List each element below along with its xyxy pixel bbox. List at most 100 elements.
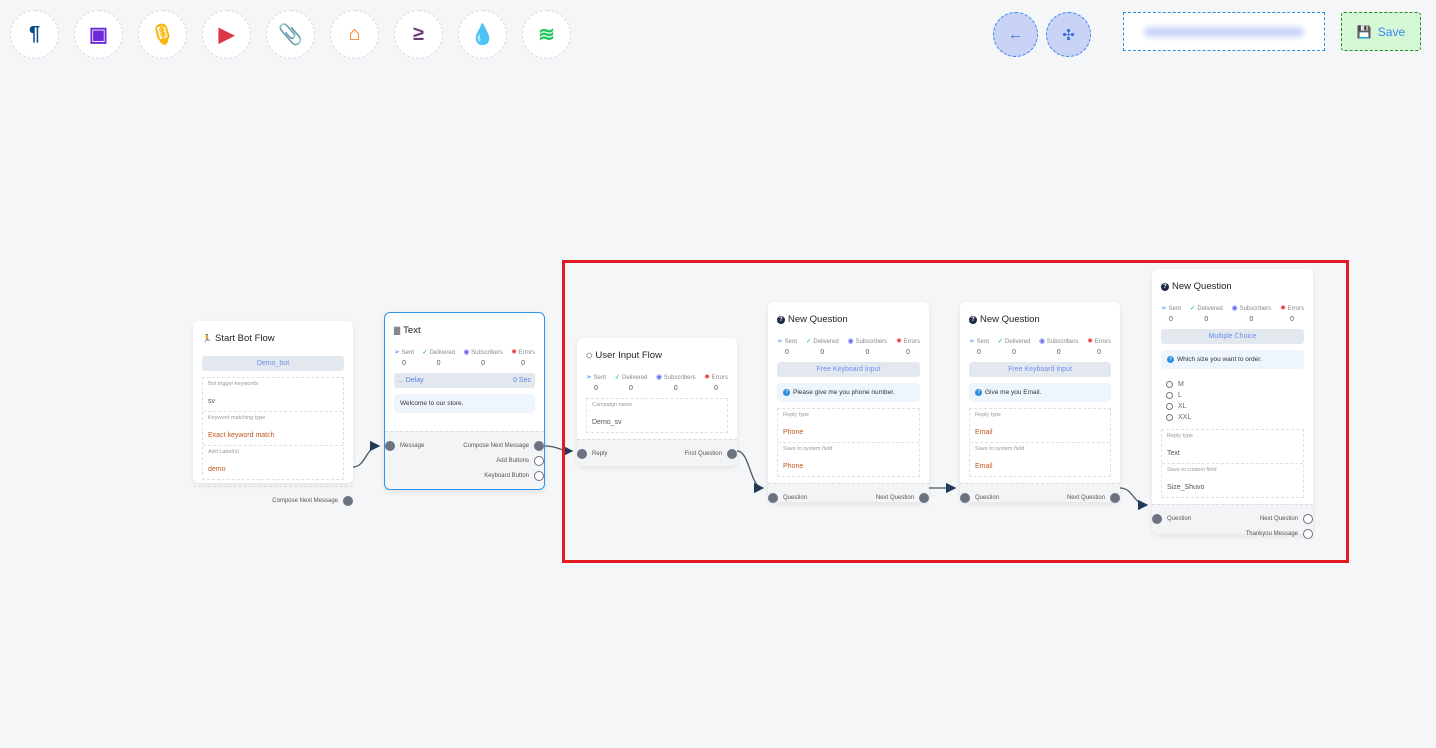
reply-type-pill[interactable]: Demo_bot (202, 356, 344, 371)
user-circle-icon: ◉ (847, 338, 854, 345)
node-text[interactable]: ▇ Text ➢ Sent 0 ✓ Delivered 0 ◉ Subscribers 0 ✹ … (384, 312, 545, 490)
input-port[interactable]: Question (763, 493, 807, 503)
node-user-input[interactable]: ⛭ User Input Flow ➢ Sent 0 ✓ Delivered 0 ◉ Sub… (577, 338, 737, 466)
output-port[interactable]: Add Buttons (496, 456, 549, 466)
fields-box: Reply type Text Save to custom field Size_S… (1161, 429, 1304, 498)
toolbar-youtube-button[interactable]: ▶ (202, 10, 251, 59)
output-port[interactable]: Next Question (876, 493, 934, 503)
stat-sent: ➢ Sent 0 (586, 374, 606, 392)
flow-name-input[interactable] (1123, 12, 1325, 51)
delay-bar[interactable]: ... Delay 0 Sec (394, 373, 535, 388)
send-icon: ➢ (394, 349, 400, 356)
question-icon: ? (1167, 356, 1174, 363)
input-port[interactable]: Message (380, 441, 424, 451)
drop-icon: 💧 (470, 24, 495, 46)
question-icon: ? (783, 389, 790, 396)
port-dot[interactable] (385, 441, 395, 451)
field: Keyword matching type Exact keyword match (203, 412, 343, 446)
port-dot[interactable] (1110, 493, 1120, 503)
store-icon: ⌂ (348, 23, 361, 45)
option-item[interactable]: L (1166, 390, 1299, 401)
connection-line (736, 450, 765, 494)
stat-errors: ✹ Errors 0 (896, 338, 920, 356)
connection-line (1119, 487, 1149, 511)
port-dot[interactable] (534, 441, 544, 451)
toolbar-drop-button[interactable]: 💧 (458, 10, 507, 59)
output-port[interactable]: Compose Next Message (272, 496, 358, 506)
stat-delivered: ✓ Delivered 0 (1189, 305, 1223, 323)
send-icon: ➢ (586, 374, 592, 381)
youtube-icon: ▶ (218, 24, 235, 46)
input-port[interactable]: Question (1147, 514, 1191, 524)
port-dot[interactable] (534, 456, 544, 466)
output-port[interactable]: First Question (685, 449, 742, 459)
stats-row: ➢ Sent 0 ✓ Delivered 0 ◉ Subscribers 0 ✹ Error… (394, 348, 535, 367)
port-dot[interactable] (960, 493, 970, 503)
node-q3[interactable]: ? New Question ➢ Sent 0 ✓ Delivered 0 ◉ Subscr… (1152, 269, 1313, 539)
port-dot[interactable] (919, 493, 929, 503)
output-port[interactable]: Compose Next Message (463, 441, 549, 451)
stat-errors: ✹ Errors 0 (1280, 305, 1304, 323)
output-port[interactable]: Next Question (1260, 514, 1318, 524)
output-port[interactable]: Next Question (1067, 493, 1125, 503)
stat-subscribers: ◉ Subscribers 0 (1039, 338, 1079, 356)
stack-icon: ≋ (538, 24, 555, 46)
node-footer: Reply First Question (577, 439, 737, 466)
radio-icon (1166, 403, 1173, 410)
stat-delivered: ✓ Delivered 0 (614, 374, 648, 392)
node-q1[interactable]: ? New Question ➢ Sent 0 ✓ Delivered 0 ◉ Subscr… (768, 302, 929, 503)
toolbar-microphone-button[interactable]: 🎙 (138, 10, 187, 59)
reply-type-pill[interactable]: Free Keyboard Input (969, 362, 1111, 377)
option-item[interactable]: XXL (1166, 412, 1299, 423)
save-button[interactable]: 💾 Save (1341, 12, 1421, 51)
port-dot[interactable] (1303, 514, 1313, 524)
port-dot[interactable] (1303, 529, 1313, 539)
stat-subscribers: ◉ Subscribers 0 (847, 338, 888, 356)
node-footer: Question Next Question (768, 483, 929, 503)
fit-view-button[interactable]: ✣ (1046, 12, 1091, 57)
port-dot[interactable] (534, 471, 544, 481)
toolbar-image-button[interactable]: ▣ (74, 10, 123, 59)
field: Reply type Email (970, 409, 1110, 443)
greater-equal-icon: ≥ (413, 23, 424, 45)
output-port[interactable]: Thankyou Message (1246, 529, 1318, 539)
toolbar-text-button[interactable]: ¶ (10, 10, 59, 59)
input-port[interactable]: Reply (572, 449, 607, 459)
stat-sent: ➢ Sent 0 (777, 338, 797, 356)
bug-icon: ✹ (896, 338, 902, 345)
output-port[interactable]: Keyboard Button (484, 471, 549, 481)
port-dot[interactable] (577, 449, 587, 459)
reply-type-pill[interactable]: Multiple Choice (1161, 329, 1304, 344)
back-button[interactable]: ← (993, 12, 1038, 57)
user-circle-icon: ◉ (463, 349, 470, 356)
input-port[interactable]: Question (955, 493, 999, 503)
port-dot[interactable] (343, 496, 353, 506)
port-dot[interactable] (768, 493, 778, 503)
node-title: ▇ Text (394, 325, 421, 336)
check-circle-icon: ✓ (805, 338, 812, 345)
port-dot[interactable] (1152, 514, 1162, 524)
fields-box: Reply type Phone Save to system field Phone (777, 408, 920, 477)
stat-errors: ✹ Errors 0 (1087, 338, 1111, 356)
option-item[interactable]: XL (1166, 401, 1299, 412)
fields-box: Reply type Email Save to system field Email (969, 408, 1111, 477)
fields-box: Campaign name Demo_sv (586, 398, 728, 433)
check-circle-icon: ✓ (614, 374, 621, 381)
node-q2[interactable]: ? New Question ➢ Sent 0 ✓ Delivered 0 ◉ Subscr… (960, 302, 1120, 503)
message-box: Welcome to our store. (394, 394, 535, 413)
toolbar-greater-equal-button[interactable]: ≥ (394, 10, 443, 59)
toolbar-stack-button[interactable]: ≋ (522, 10, 571, 59)
question-icon: ? (1161, 282, 1169, 291)
toolbar-store-button[interactable]: ⌂ (330, 10, 379, 59)
field: Bot trigger keywords sv (203, 378, 343, 412)
node-start[interactable]: 🏃 Start Bot Flow Demo_bot Bot trigger keywo… (193, 321, 353, 506)
stat-sent: ➢ Sent 0 (969, 338, 989, 356)
fields-box: Bot trigger keywords sv Keyword matching t… (202, 377, 344, 480)
user-circle-icon: ◉ (1039, 338, 1046, 345)
toolbar-paperclip-button[interactable]: 📎 (266, 10, 315, 59)
option-item[interactable]: M (1166, 379, 1299, 390)
node-title: ? New Question (969, 314, 1111, 325)
user-circle-icon: ◉ (656, 374, 663, 381)
port-dot[interactable] (727, 449, 737, 459)
reply-type-pill[interactable]: Free Keyboard Input (777, 362, 920, 377)
